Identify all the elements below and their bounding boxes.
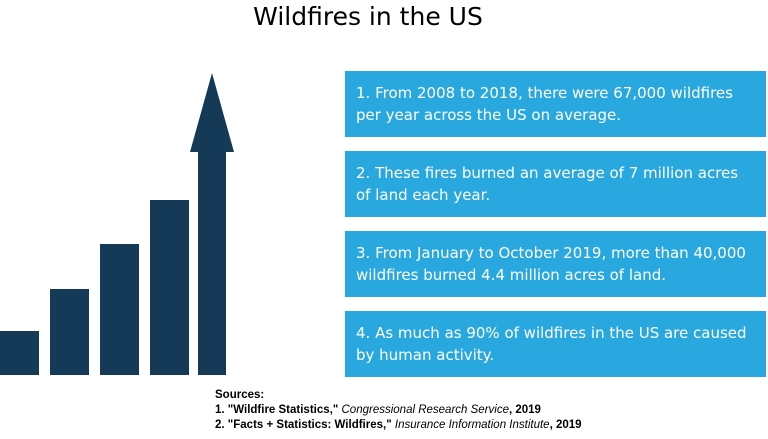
- rising-bars-with-up-arrow-icon: [0, 0, 300, 380]
- source-year: , 2019: [508, 404, 541, 416]
- source-item-1: 1. "Wildfire Statistics," Congressional …: [215, 403, 765, 418]
- source-year: , 2019: [549, 419, 582, 431]
- up-arrow-icon: [190, 73, 234, 375]
- sources-heading: Sources:: [215, 389, 265, 401]
- source-publisher: Congressional Research Service: [341, 404, 509, 416]
- fact-box-4: 4. As much as 90% of wildfires in the US…: [345, 311, 766, 377]
- bar-4: [150, 200, 189, 375]
- source-title: "Wildfire Statistics,": [227, 404, 339, 416]
- source-prefix: 2.: [215, 419, 228, 431]
- fact-box-1: 1. From 2008 to 2018, there were 67,000 …: [345, 71, 766, 137]
- bar-2: [50, 289, 89, 375]
- source-publisher: Insurance Information Institute: [394, 419, 550, 431]
- bar-1: [0, 331, 39, 375]
- fact-box-2: 2. These fires burned an average of 7 mi…: [345, 151, 766, 217]
- bar-3: [100, 244, 139, 375]
- source-title: "Facts + Statistics: Wildfires,": [227, 419, 392, 431]
- page-title: Wildfires in the US: [253, 2, 483, 31]
- source-item-2: 2. "Facts + Statistics: Wildfires," Insu…: [215, 418, 765, 433]
- source-prefix: 1.: [215, 404, 228, 416]
- sources: Sources: 1. "Wildfire Statistics," Congr…: [215, 388, 765, 433]
- fact-box-3: 3. From January to October 2019, more th…: [345, 231, 766, 297]
